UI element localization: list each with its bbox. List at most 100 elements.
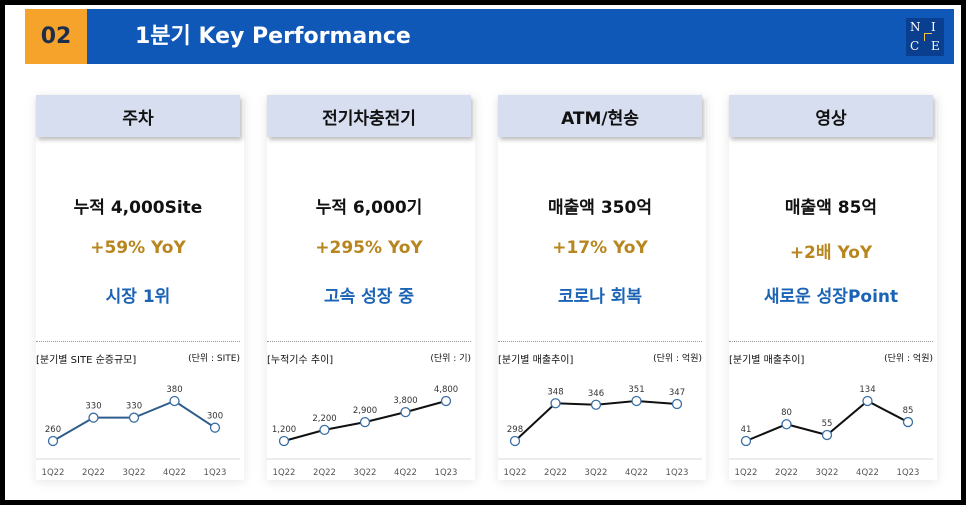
card-growth: +2배 YoY xyxy=(789,243,873,263)
x-tick-label: 1Q23 xyxy=(435,468,458,478)
card-metric: 매출액 350억 xyxy=(548,198,652,218)
data-label: 80 xyxy=(781,408,792,418)
data-point xyxy=(509,435,521,447)
chart-unit: (단위 : SITE) xyxy=(188,354,240,364)
card-growth: +295% YoY xyxy=(315,238,423,258)
logo-letter: E xyxy=(931,39,940,53)
data-point xyxy=(209,422,221,433)
x-tick-label: 3Q22 xyxy=(123,468,146,478)
data-point xyxy=(359,416,371,428)
chart-label: [분기별 매출추이] xyxy=(498,355,574,366)
data-point xyxy=(440,395,452,407)
card-highlight: 새로운 성장Point xyxy=(763,287,899,307)
x-tick-label: 1Q22 xyxy=(504,468,527,478)
x-tick-label: 4Q22 xyxy=(163,468,186,478)
data-point xyxy=(47,435,59,447)
x-tick-label: 1Q23 xyxy=(666,468,689,478)
logo-letter: C xyxy=(910,39,920,53)
section-number: 02 xyxy=(25,9,87,64)
nice-logo: N I C E xyxy=(906,18,944,56)
divider xyxy=(36,341,240,342)
divider xyxy=(267,341,471,342)
data-label: 348 xyxy=(547,387,563,397)
line-chart: 41 1Q22 80 2Q22 55 3Q22 134 4Q22 85 1Q23 xyxy=(729,385,933,478)
data-point xyxy=(902,416,914,428)
card-highlight: 시장 1위 xyxy=(105,287,171,307)
logo-cross-icon xyxy=(924,33,932,41)
data-point xyxy=(400,406,411,418)
card-growth: +59% YoY xyxy=(90,238,186,258)
page-title: 1분기 Key Performance xyxy=(135,24,411,49)
x-tick-label: 1Q23 xyxy=(897,468,920,478)
data-label: 41 xyxy=(741,425,752,435)
card-title: 주차 xyxy=(36,95,240,137)
data-point xyxy=(740,435,752,447)
data-label: 380 xyxy=(166,385,182,395)
data-label: 260 xyxy=(45,425,61,435)
data-label: 55 xyxy=(822,419,833,429)
data-label: 3,800 xyxy=(393,396,417,406)
card-title: 영상 xyxy=(729,95,933,137)
x-tick-label: 2Q22 xyxy=(82,468,105,478)
x-tick-label: 4Q22 xyxy=(856,468,879,478)
x-tick-label: 2Q22 xyxy=(313,468,336,478)
x-tick-label: 4Q22 xyxy=(394,468,417,478)
card-growth: +17% YoY xyxy=(552,238,648,258)
line-chart: 1,200 1Q22 2,200 2Q22 2,900 3Q22 3,800 4Q22 4,80… xyxy=(267,385,471,478)
data-point xyxy=(590,399,602,410)
card-ev-charger: 전기차충전기 누적 6,000기 +295% YoY 고속 성장 중 [누적기수… xyxy=(267,95,475,480)
card-metric: 누적 4,000Site xyxy=(73,198,203,218)
data-point xyxy=(128,412,140,423)
x-tick-label: 2Q22 xyxy=(775,468,798,478)
card-parking: 주차 누적 4,000Site +59% YoY 시장 1위 [분기별 SITE… xyxy=(36,95,244,480)
data-label: 85 xyxy=(903,406,914,416)
card-title: ATM/현송 xyxy=(498,95,702,137)
line-chart: 260 1Q22 330 2Q22 330 3Q22 380 4Q22 300 1Q23 xyxy=(36,385,240,478)
card-atm: ATM/현송 매출액 350억 +17% YoY 코로나 회복 [분기별 매출추… xyxy=(498,95,706,480)
divider xyxy=(729,341,933,342)
data-label: 346 xyxy=(588,389,604,399)
data-label: 330 xyxy=(85,402,101,412)
slide: 02 1분기 Key Performance N I C E 주차 누적 4,0… xyxy=(5,5,961,500)
x-tick-label: 2Q22 xyxy=(544,468,567,478)
line-chart: 298 1Q22 348 2Q22 346 3Q22 351 4Q22 347 1Q23 xyxy=(498,385,702,478)
title-bar: 1분기 Key Performance N I C E xyxy=(87,9,954,64)
data-label: 300 xyxy=(207,412,223,422)
chart-label: [분기별 매출추이] xyxy=(729,355,805,366)
card-highlight: 코로나 회복 xyxy=(557,287,643,307)
logo-letter: I xyxy=(931,20,936,34)
data-label: 2,200 xyxy=(312,414,336,424)
x-tick-label: 1Q22 xyxy=(735,468,758,478)
data-label: 298 xyxy=(507,425,523,435)
logo-letter: N xyxy=(910,20,921,34)
chart-label: [분기별 SITE 순증규모] xyxy=(36,355,137,366)
data-label: 134 xyxy=(859,385,875,395)
data-point xyxy=(169,395,180,407)
card-video: 영상 매출액 85억 +2배 YoY 새로운 성장Point [분기별 매출추이… xyxy=(729,95,937,480)
x-tick-label: 1Q23 xyxy=(204,468,227,478)
chart-label: [누적기수 추이] xyxy=(267,355,334,366)
x-tick-label: 1Q22 xyxy=(273,468,296,478)
data-point xyxy=(862,395,873,407)
data-label: 2,900 xyxy=(353,406,377,416)
data-label: 4,800 xyxy=(434,385,458,395)
header: 02 1분기 Key Performance N I C E xyxy=(25,9,954,64)
data-point xyxy=(319,424,330,436)
card-metric: 누적 6,000기 xyxy=(315,198,423,218)
x-tick-label: 3Q22 xyxy=(585,468,608,478)
data-point xyxy=(821,429,833,441)
chart-unit: (단위 : 기) xyxy=(430,354,471,364)
data-point xyxy=(781,419,792,430)
x-tick-label: 3Q22 xyxy=(816,468,839,478)
x-tick-label: 1Q22 xyxy=(42,468,65,478)
divider xyxy=(498,341,702,342)
data-label: 351 xyxy=(628,385,644,395)
card-metric: 매출액 85억 xyxy=(784,198,878,218)
data-point xyxy=(278,435,290,447)
card-title: 전기차충전기 xyxy=(267,95,471,137)
data-point xyxy=(88,412,99,423)
chart-unit: (단위 : 억원) xyxy=(653,354,702,364)
data-point xyxy=(671,398,683,410)
data-label: 330 xyxy=(126,402,142,412)
card-highlight: 고속 성장 중 xyxy=(323,287,415,307)
